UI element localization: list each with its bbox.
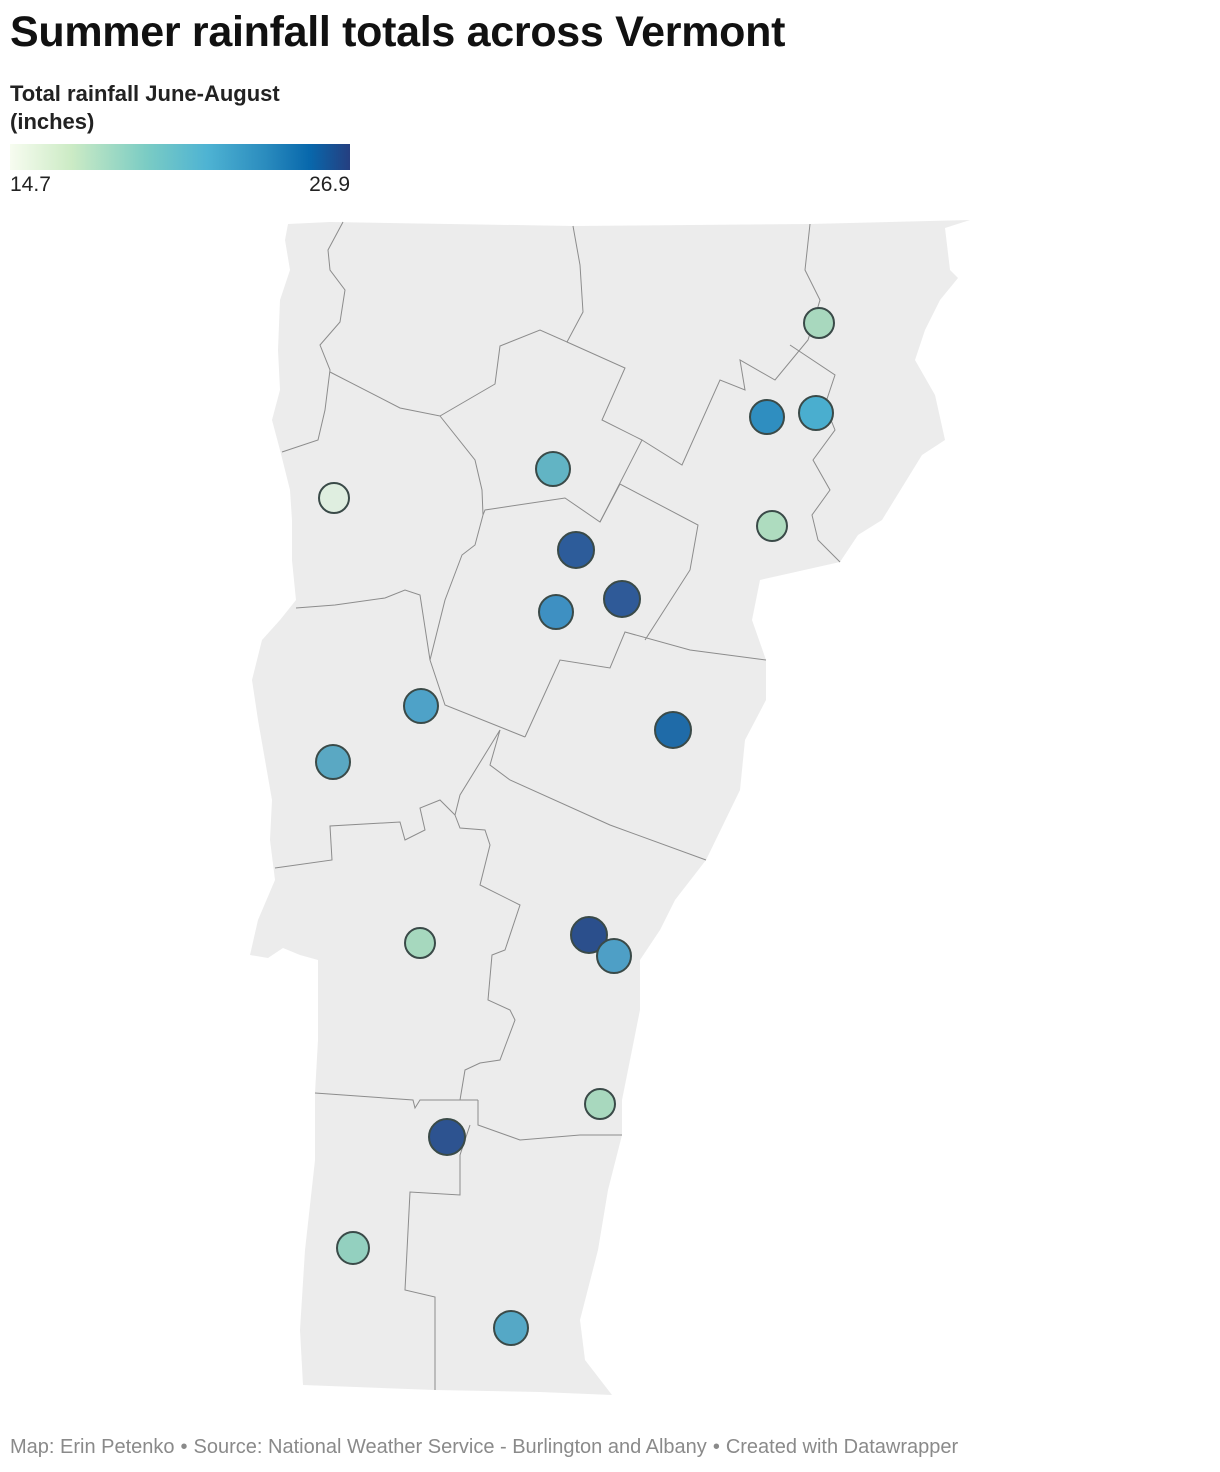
county-border: [789, 344, 841, 563]
county-border: [439, 415, 484, 516]
station-marker[interactable]: [538, 594, 574, 630]
county-borders: [274, 221, 841, 1390]
county-border: [641, 223, 821, 466]
legend-gradient-bar: [10, 144, 350, 170]
station-marker[interactable]: [493, 1310, 529, 1346]
station-marker[interactable]: [336, 1231, 370, 1265]
station-marker[interactable]: [570, 916, 608, 954]
legend-title-line2: (inches): [10, 109, 95, 134]
county-border: [404, 1124, 471, 1390]
station-marker[interactable]: [318, 482, 350, 514]
county-border: [429, 514, 526, 738]
station-marker[interactable]: [798, 395, 834, 431]
station-marker[interactable]: [535, 451, 571, 487]
station-marker[interactable]: [404, 927, 436, 959]
county-border: [524, 631, 767, 738]
legend-ticks: 14.7 26.9: [10, 173, 350, 199]
map-title: Summer rainfall totals across Vermont: [10, 8, 786, 56]
station-marker[interactable]: [603, 580, 641, 618]
tool-credit: Created with Datawrapper: [725, 1436, 959, 1458]
county-border: [314, 1092, 478, 1110]
source-credit: Source: National Weather Service - Burli…: [193, 1436, 707, 1458]
color-legend: Total rainfall June-August (inches) 14.7…: [10, 80, 350, 199]
legend-title-line1: Total rainfall June-August: [10, 81, 280, 106]
footer-separator: •: [180, 1436, 188, 1458]
county-border: [274, 729, 501, 869]
station-marker[interactable]: [803, 307, 835, 339]
county-border: [295, 589, 431, 661]
station-marker[interactable]: [584, 1088, 616, 1120]
station-markers: [315, 307, 835, 1346]
map-footer: Map: Erin Petenko • Source: National Weath…: [10, 1436, 958, 1459]
station-marker[interactable]: [749, 399, 785, 435]
state-outline: [250, 220, 970, 1395]
station-marker[interactable]: [756, 510, 788, 542]
station-marker[interactable]: [403, 688, 439, 724]
county-border: [477, 1100, 622, 1141]
legend-min-label: 14.7: [10, 173, 51, 196]
station-marker[interactable]: [315, 744, 351, 780]
station-marker[interactable]: [557, 531, 595, 569]
county-border: [281, 221, 346, 453]
footer-separator: •: [712, 1436, 720, 1458]
legend-max-label: 26.9: [309, 173, 350, 196]
station-marker[interactable]: [654, 711, 692, 749]
legend-title: Total rainfall June-August (inches): [10, 80, 310, 136]
station-marker[interactable]: [428, 1118, 466, 1156]
county-border: [566, 341, 643, 523]
county-border: [454, 814, 521, 1101]
county-border: [482, 483, 699, 641]
station-marker[interactable]: [596, 938, 632, 974]
county-border: [489, 729, 707, 861]
map-credit: Map: Erin Petenko: [10, 1436, 175, 1458]
county-border: [329, 225, 584, 417]
